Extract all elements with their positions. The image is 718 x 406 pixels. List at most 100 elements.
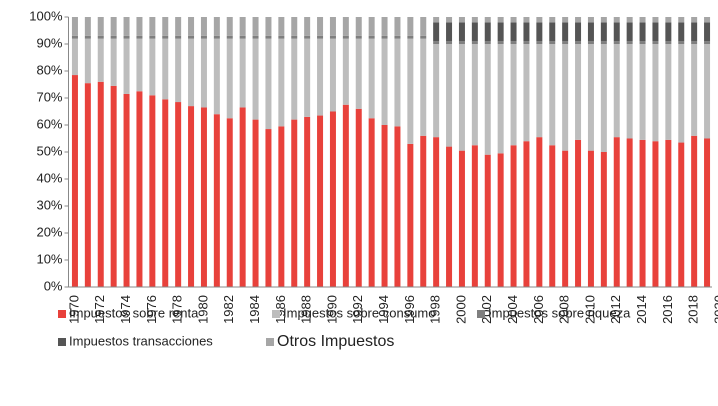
bar-segment [549,44,556,146]
x-tick-label: 2018 [686,295,701,324]
bar-segment [291,119,298,287]
legend-swatch [266,338,274,346]
bar-segment [691,135,698,287]
bar-segment [523,22,530,42]
bar-segment [304,116,311,288]
bar-segment [162,99,169,287]
bar-segment [394,35,401,39]
bar-segment [484,44,491,155]
bar-segment [691,44,698,136]
bar-segment [536,22,543,42]
bar-segment [291,17,298,36]
bar-segment [342,38,349,105]
x-tick-label: 2020 [711,295,718,324]
bar-segment [175,102,182,287]
legend-label: Impuestos sobre renta [69,305,199,320]
y-tick-label: 100% [29,8,63,23]
bar-segment [200,17,207,36]
bar-segment [497,22,504,42]
y-tick-label: 70% [36,89,62,104]
x-tick-label: 1982 [221,295,236,324]
bar-segment [587,150,594,287]
bar-segment [678,44,685,143]
bar-segment [278,38,285,127]
bar-segment [239,17,246,36]
bar-segment [239,107,246,287]
bar-segment [175,38,182,103]
bar-segment [342,35,349,39]
bar-segment [575,139,582,287]
bar-segment [149,38,156,96]
bar-segment [678,142,685,287]
bar-segment [587,44,594,151]
bar-segment [213,114,220,287]
legend-swatch [272,310,280,318]
bar-segment [84,83,91,288]
bar-segment [407,17,414,36]
legend-swatch [58,338,66,346]
bar-segment [71,75,78,287]
y-tick-label: 0% [44,278,63,293]
bar-segment [704,22,711,42]
bar-segment [394,38,401,127]
bar-segment [381,38,388,125]
legend-label: Impuestos sobre consumo [283,305,435,320]
y-tick-label: 40% [36,170,62,185]
bar-segment [484,41,491,44]
bar-segment [252,38,259,120]
bar-segment [110,85,117,287]
bar-segment [394,126,401,287]
bar-segment [342,17,349,36]
bar-segment [523,44,530,142]
x-tick-label: 1972 [92,295,107,324]
bar-segment [394,17,401,36]
bar-segment [665,139,672,287]
bar-segment [97,17,104,36]
bar-segment [691,17,698,23]
bar-segment [613,41,620,44]
bar-segment [84,38,91,84]
bar-segment [575,17,582,23]
bar-segment [639,44,646,140]
bar-segment [497,44,504,154]
bar-segment [213,38,220,115]
bar-segment [433,44,440,138]
bar-segment [252,119,259,287]
bar-segment [639,22,646,42]
bar-segment [265,17,272,36]
bar-segment [226,118,233,287]
bar-segment [587,41,594,44]
bar-segment [562,22,569,42]
bar-segment [665,22,672,42]
bar-segment [317,35,324,39]
y-tick-label: 50% [36,143,62,158]
bar-segment [549,145,556,287]
bar-segment [329,111,336,287]
y-tick-label: 90% [36,35,62,50]
bar-segment [484,22,491,42]
bar-segment [123,93,130,287]
plot [71,17,711,288]
bar-segment [123,35,130,39]
bar-segment [188,35,195,39]
bar-segment [162,38,169,100]
x-tick-label: 1996 [402,295,417,324]
bar-segment [278,35,285,39]
bar-segment [317,38,324,116]
bar-segment [549,22,556,42]
bar-segment [175,35,182,39]
bar-segment [71,38,78,76]
bar-segment [678,17,685,23]
bar-segment [484,17,491,23]
bar-segment [407,38,414,144]
bar-segment [278,126,285,287]
bar-segment [626,22,633,42]
x-tick-label: 2012 [608,295,623,324]
bar-segment [497,41,504,44]
bar-segment [226,38,233,119]
bar-segment [600,41,607,44]
x-tick-label: 2010 [582,295,597,324]
bar-segment [123,38,130,94]
bar-segment [420,38,427,136]
bar-segment [149,17,156,36]
